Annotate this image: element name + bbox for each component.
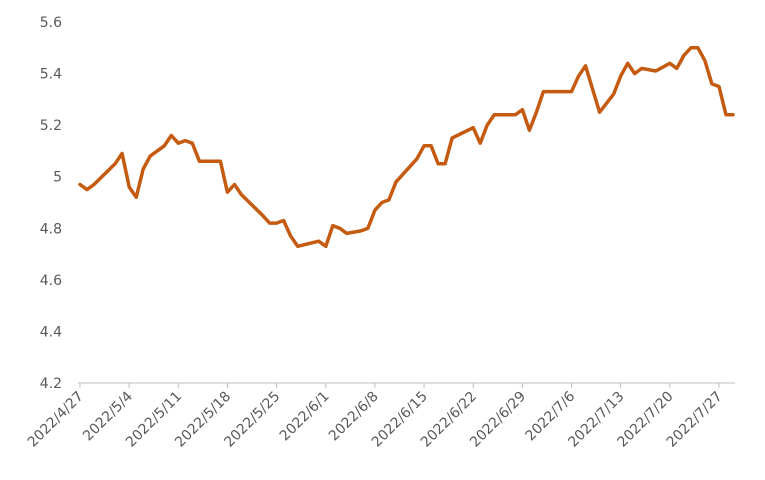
y-tick-label: 4.2 — [40, 376, 62, 392]
x-axis: 2022/4/272022/5/42022/5/112022/5/182022/… — [25, 382, 735, 451]
plot-area — [78, 46, 735, 249]
x-tick-label: 2022/6/1 — [277, 389, 333, 445]
y-tick-label: 5 — [53, 170, 62, 186]
y-tick-label: 5.4 — [40, 67, 62, 83]
y-axis: 4.2 4.4 4.6 4.8 5 5.2 5.4 5.6 — [40, 15, 62, 392]
y-tick-label: 5.6 — [40, 15, 62, 31]
x-tick-label: 2022/4/27 — [25, 389, 87, 451]
y-tick-label: 5.2 — [40, 118, 62, 134]
y-tick-label: 4.4 — [40, 324, 62, 340]
series-line — [78, 46, 735, 249]
y-tick-label: 4.8 — [40, 221, 62, 237]
y-tick-label: 4.6 — [40, 273, 62, 289]
